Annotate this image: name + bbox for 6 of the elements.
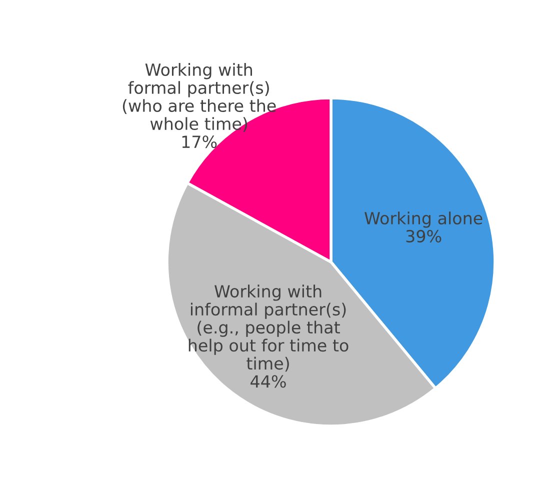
data-label: 44%: [250, 375, 286, 388]
data-label: 39%: [406, 230, 442, 243]
data-label: 17%: [182, 135, 217, 148]
slice-label: Working with informal partner(s) (e.g., people that help out for time to time): [188, 284, 348, 372]
slice-label: Working alone: [364, 212, 482, 228]
slice-label: Working with formal partner(s) (who are there the whole time): [122, 63, 276, 132]
